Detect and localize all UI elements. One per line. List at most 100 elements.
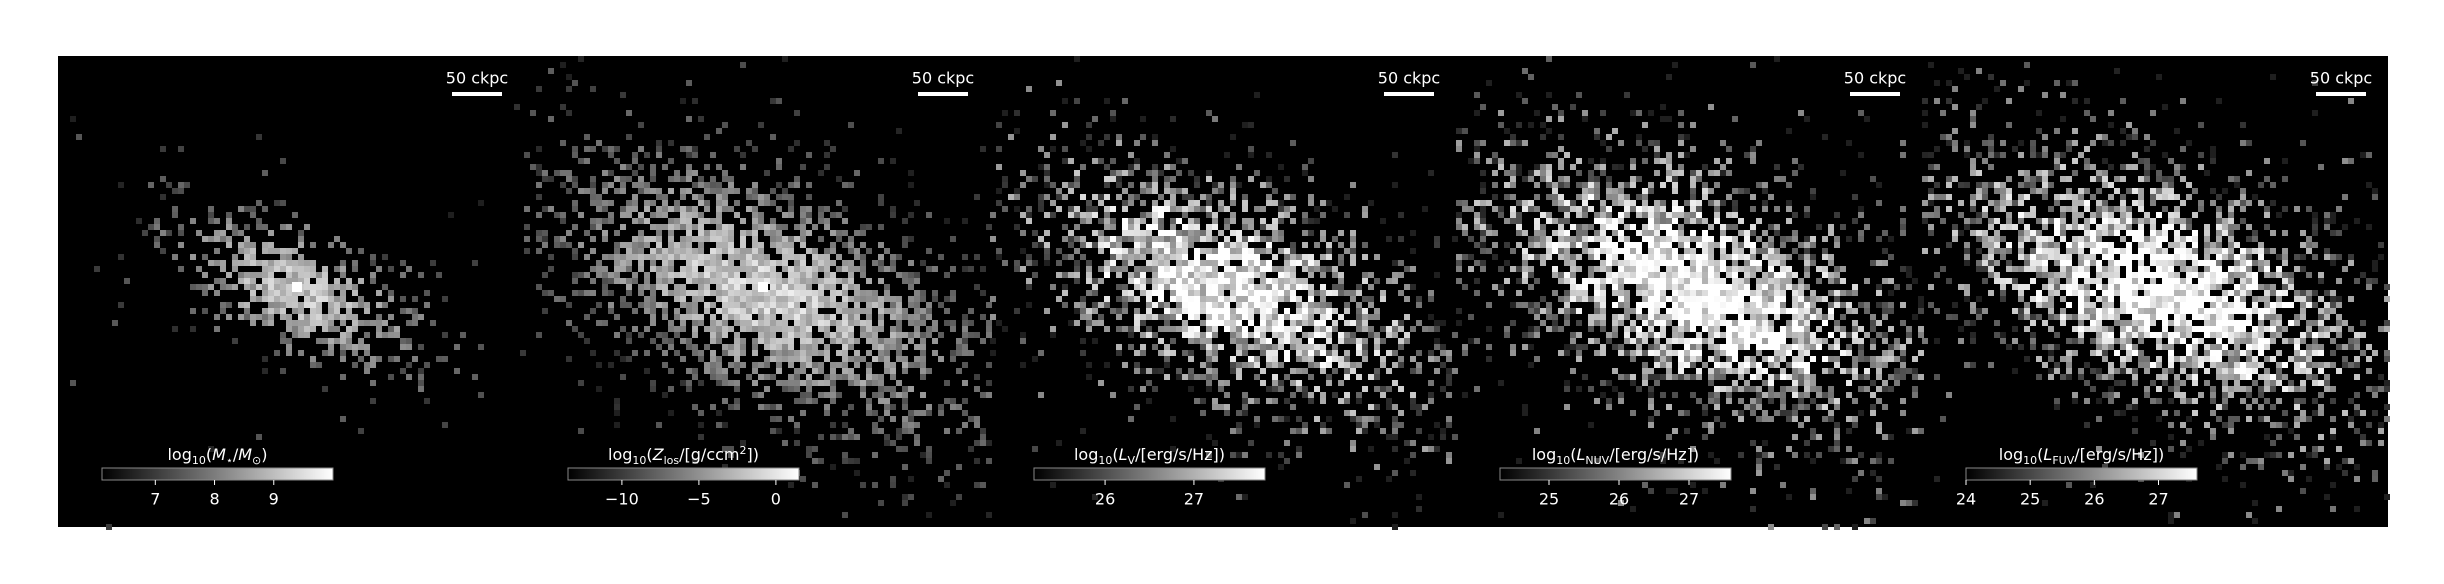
pixel xyxy=(1504,128,1510,134)
pixel xyxy=(656,344,662,350)
pixel xyxy=(1744,188,1750,194)
pixel xyxy=(704,326,710,332)
pixel xyxy=(716,164,722,170)
pixel xyxy=(650,302,656,308)
pixel xyxy=(1122,230,1128,236)
pixel xyxy=(1744,230,1750,236)
pixel xyxy=(1552,242,1558,248)
pixel xyxy=(1492,158,1498,164)
pixel xyxy=(1122,224,1128,230)
pixel xyxy=(632,182,638,188)
pixel xyxy=(1230,176,1236,182)
pixel xyxy=(638,242,644,248)
pixel xyxy=(1260,308,1266,314)
pixel xyxy=(1684,356,1690,362)
pixel xyxy=(854,170,860,176)
pixel xyxy=(1828,290,1834,296)
pixel xyxy=(1050,134,1056,140)
pixel xyxy=(328,284,334,290)
pixel xyxy=(1320,398,1326,404)
pixel xyxy=(842,296,848,302)
pixel xyxy=(848,260,854,266)
pixel xyxy=(1314,242,1320,248)
pixel xyxy=(788,380,794,386)
pixel xyxy=(1188,170,1194,176)
pixel xyxy=(1350,260,1356,266)
pixel xyxy=(1474,146,1480,152)
pixel xyxy=(1242,224,1248,230)
pixel xyxy=(1786,344,1792,350)
pixel xyxy=(890,296,896,302)
pixel xyxy=(1726,344,1732,350)
pixel xyxy=(1594,212,1600,218)
pixel xyxy=(1678,266,1684,272)
pixel xyxy=(1170,296,1176,302)
pixel xyxy=(442,296,448,302)
pixel xyxy=(752,362,758,368)
pixel xyxy=(722,290,728,296)
pixel xyxy=(848,326,854,332)
pixel xyxy=(1636,344,1642,350)
pixel xyxy=(1332,356,1338,362)
pixel xyxy=(902,236,908,242)
pixel xyxy=(1164,362,1170,368)
pixel xyxy=(560,62,566,68)
pixel xyxy=(758,272,764,278)
pixel xyxy=(626,206,632,212)
pixel xyxy=(860,356,866,362)
pixel xyxy=(812,398,818,404)
pixel xyxy=(1588,296,1594,302)
pixel xyxy=(1272,326,1278,332)
pixel xyxy=(782,350,788,356)
pixel xyxy=(166,182,172,188)
pixel xyxy=(1020,332,1026,338)
pixel xyxy=(298,314,304,320)
pixel xyxy=(256,284,262,290)
pixel xyxy=(1546,56,1552,62)
pixel xyxy=(1362,422,1368,428)
pixel xyxy=(1774,296,1780,302)
pixel xyxy=(1086,308,1092,314)
pixel xyxy=(800,344,806,350)
pixel xyxy=(1038,200,1044,206)
pixel xyxy=(866,410,872,416)
pixel xyxy=(980,392,986,398)
pixel xyxy=(794,356,800,362)
pixel xyxy=(424,290,430,296)
pixel xyxy=(1068,212,1074,218)
pixel xyxy=(1780,176,1786,182)
pixel xyxy=(818,350,824,356)
pixel xyxy=(716,410,722,416)
pixel xyxy=(1326,350,1332,356)
pixel xyxy=(902,416,908,422)
pixel xyxy=(782,320,788,326)
pixel xyxy=(286,272,292,278)
pixel xyxy=(800,236,806,242)
pixel xyxy=(1552,248,1558,254)
pixel xyxy=(1576,212,1582,218)
pixel xyxy=(1672,248,1678,254)
pixel xyxy=(662,266,668,272)
pixel xyxy=(1272,308,1278,314)
pixel xyxy=(944,320,950,326)
pixel xyxy=(1188,302,1194,308)
pixel xyxy=(1320,266,1326,272)
pixel xyxy=(1900,350,1906,356)
pixel xyxy=(836,278,842,284)
pixel xyxy=(1284,338,1290,344)
pixel xyxy=(590,218,596,224)
pixel xyxy=(908,416,914,422)
pixel xyxy=(1846,368,1852,374)
pixel xyxy=(1738,230,1744,236)
pixel xyxy=(794,368,800,374)
pixel xyxy=(1206,452,1212,458)
pixel xyxy=(1260,344,1266,350)
pixel xyxy=(620,254,626,260)
pixel xyxy=(1714,206,1720,212)
pixel xyxy=(626,260,632,266)
pixel xyxy=(1732,254,1738,260)
pixel xyxy=(1684,248,1690,254)
pixel xyxy=(1648,218,1654,224)
pixel xyxy=(1098,242,1104,248)
pixel xyxy=(1570,242,1576,248)
